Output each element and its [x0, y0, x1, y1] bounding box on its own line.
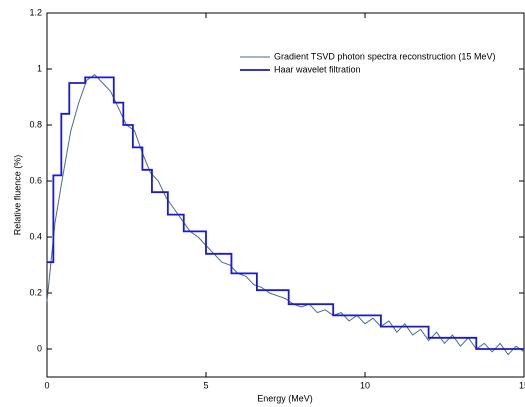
y-tick-label: 1.2 [29, 7, 42, 17]
plot-area [46, 12, 525, 378]
series-line [47, 76, 524, 350]
legend-label: Gradient TSVD photon spectra reconstruct… [274, 51, 495, 61]
x-axis-label: Energy (MeV) [257, 393, 313, 403]
x-tick-label: 15 [519, 380, 525, 390]
legend-label: Haar wavelet filtration [274, 64, 361, 74]
y-tick-label: 1 [37, 63, 42, 73]
y-tick-label: 0.8 [29, 119, 42, 129]
x-tick-label: 10 [360, 380, 370, 390]
y-tick-label: 0 [37, 343, 42, 353]
x-tick-label: 0 [44, 380, 49, 390]
y-tick-label: 0.4 [29, 231, 42, 241]
y-axis-label: Relative fluence (%) [12, 155, 22, 236]
x-tick-label: 5 [203, 380, 208, 390]
series-line [46, 73, 525, 356]
y-tick-label: 0.2 [29, 287, 42, 297]
y-tick-label: 0.6 [29, 175, 42, 185]
